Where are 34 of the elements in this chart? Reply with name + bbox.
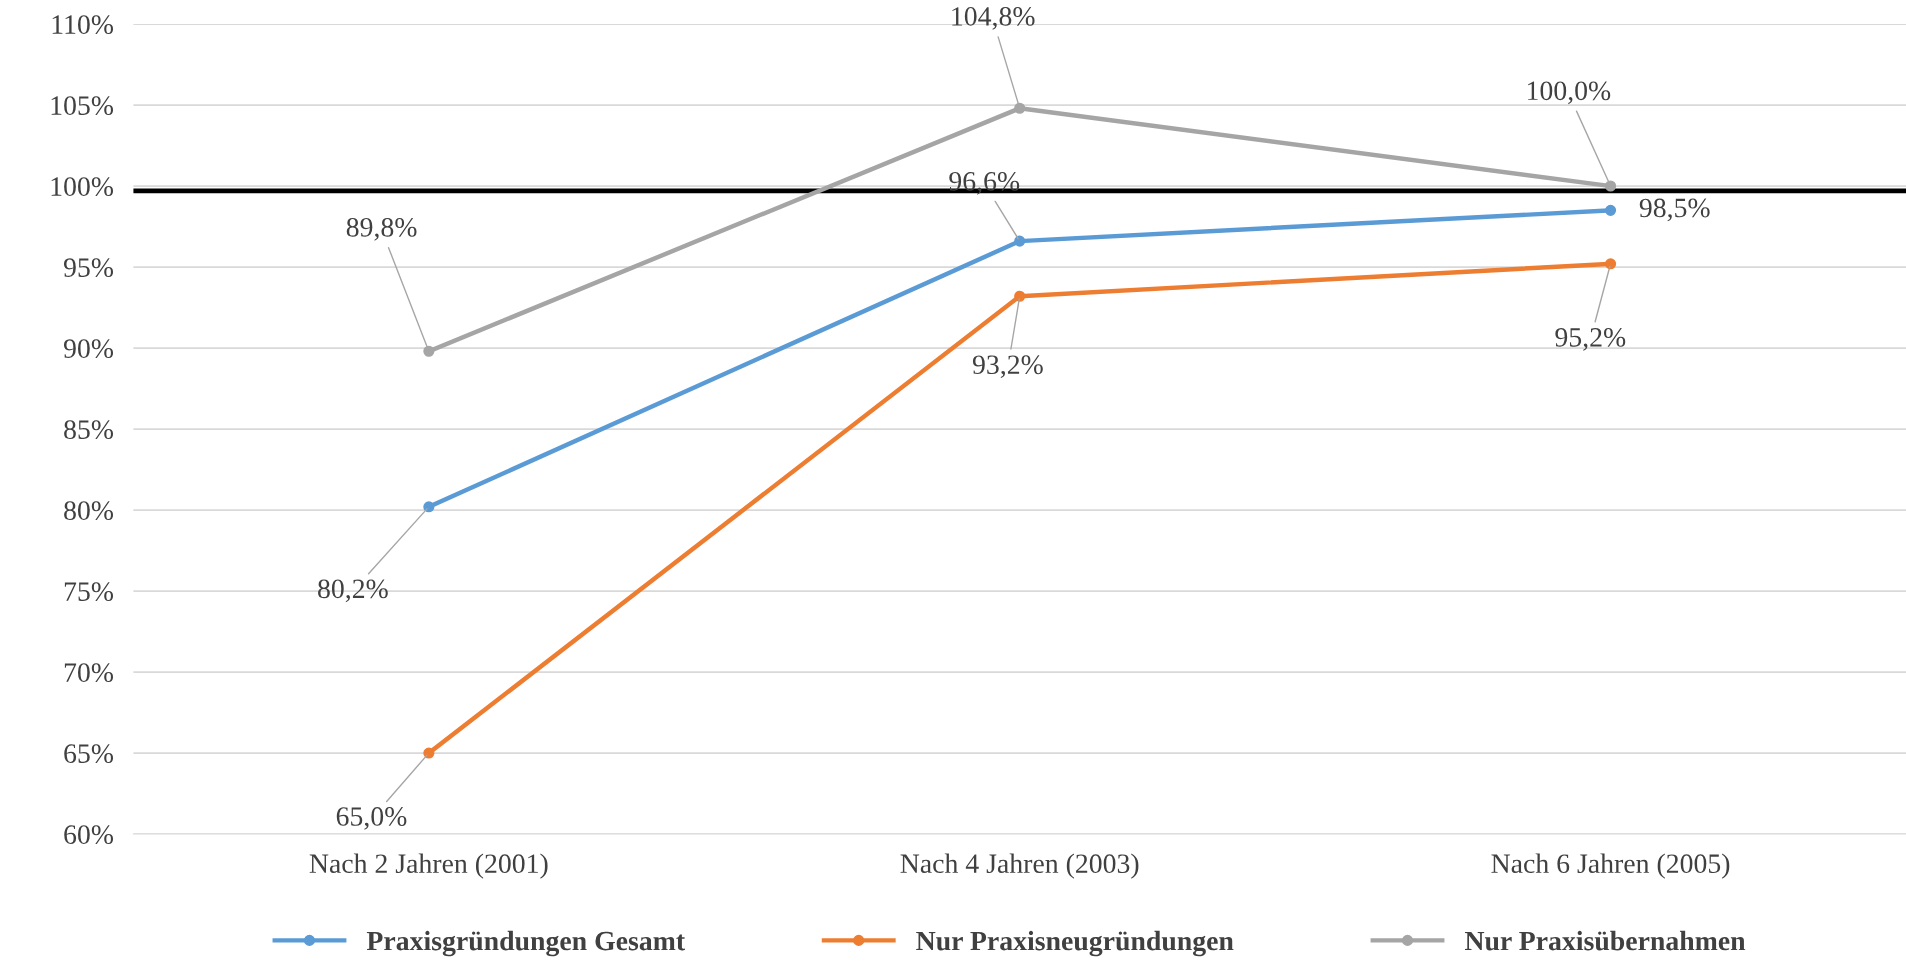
y-tick-label: 105% bbox=[51, 96, 114, 116]
point bbox=[423, 747, 435, 759]
point bbox=[423, 501, 435, 513]
data-label: 65,0% bbox=[336, 807, 407, 830]
data-label: 100,0% bbox=[1527, 81, 1611, 105]
y-tick-label: 95% bbox=[63, 258, 114, 278]
point bbox=[1014, 235, 1026, 247]
point bbox=[1605, 204, 1617, 216]
data-label: 104,8% bbox=[952, 7, 1035, 30]
y-tick-label: 65% bbox=[64, 744, 114, 764]
data-label: 93,2% bbox=[972, 355, 1043, 379]
x-tick-label: Nach 4 Jahren (2003) bbox=[900, 853, 1139, 879]
data-label: 89,8% bbox=[346, 217, 417, 241]
data-label: 98,5% bbox=[1639, 198, 1710, 222]
y-tick-label: 90% bbox=[63, 339, 114, 359]
point bbox=[1014, 102, 1026, 114]
point bbox=[1605, 180, 1617, 192]
legend-label: Praxisgründungen Gesamt bbox=[366, 930, 685, 957]
point bbox=[1605, 258, 1617, 270]
y-tick-label: 100% bbox=[51, 177, 114, 197]
y-tick-label: 110% bbox=[52, 15, 114, 35]
legend-label: Nur Praxisneugründungen bbox=[916, 930, 1234, 957]
legend-label: Nur Praxisübernahmen bbox=[1464, 930, 1746, 951]
y-tick-label: 85% bbox=[64, 420, 114, 440]
y-tick-label: 70% bbox=[64, 663, 114, 683]
point bbox=[423, 345, 435, 357]
x-tick-label: Nach 2 Jahren (2001) bbox=[309, 853, 548, 879]
point bbox=[1014, 290, 1026, 302]
y-tick-label: 75% bbox=[64, 582, 114, 602]
data-label: 80,2% bbox=[318, 579, 388, 603]
y-tick-label: 80% bbox=[64, 501, 114, 521]
x-tick-label: Nach 6 Jahren (2005) bbox=[1491, 853, 1730, 879]
data-label: 95,2% bbox=[1555, 327, 1626, 351]
y-tick-label: 60% bbox=[64, 825, 114, 845]
